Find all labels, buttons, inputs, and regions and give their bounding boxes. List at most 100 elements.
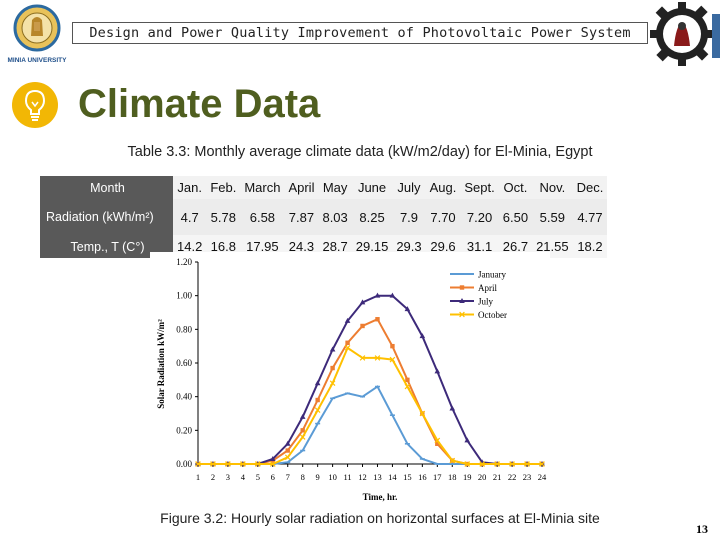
data-point (374, 355, 381, 361)
data-point (360, 323, 365, 329)
data-point (284, 454, 291, 461)
series-line (198, 385, 542, 465)
data-point (405, 377, 410, 383)
data-point (459, 311, 465, 318)
x-tick-label: 19 (463, 472, 472, 482)
data-point (459, 298, 465, 303)
radiation-value-cell: 7.20 (460, 199, 499, 235)
data-point (389, 356, 396, 363)
radiation-value-cell: 5.78 (206, 199, 241, 235)
x-tick-label: 23 (523, 472, 532, 482)
legend-label: April (478, 283, 497, 293)
radiation-value-cell: 4.7 (173, 199, 207, 235)
slide-title-text: Climate Data (78, 82, 321, 126)
legend-label: October (478, 310, 507, 320)
x-tick-label: 11 (343, 472, 351, 482)
data-point (464, 437, 471, 443)
series-january (195, 385, 545, 465)
banner-text: Design and Power Quality Improvement of … (89, 25, 631, 41)
data-point (195, 461, 201, 467)
data-point (330, 365, 335, 371)
x-tick-label: 21 (493, 472, 502, 482)
data-point (359, 355, 366, 361)
x-tick-label: 18 (448, 472, 457, 482)
data-point (314, 407, 321, 413)
radiation-value-cell: 7.70 (425, 199, 461, 235)
data-point (434, 437, 441, 444)
data-point (434, 368, 441, 374)
month-header-cell: Oct. (498, 176, 533, 199)
temperature-value-cell: 18.2 (572, 235, 608, 258)
data-point (509, 461, 515, 467)
data-point (464, 461, 471, 467)
x-tick-label: 15 (403, 472, 412, 482)
data-point (419, 410, 426, 417)
climate-data-table: Month Jan. Feb. March April May June July Aug. S… (40, 176, 608, 258)
data-point (300, 428, 305, 433)
radiation-value-cell: 6.58 (240, 199, 285, 235)
chart-legend: January April July October (450, 270, 507, 320)
series-october (195, 345, 545, 467)
legend-label: July (478, 297, 494, 307)
radiation-value-cell: 7.87 (284, 199, 319, 235)
radiation-value-cell: 8.03 (318, 199, 352, 235)
data-point (419, 333, 426, 339)
light-bulb-icon (12, 82, 58, 128)
data-point (299, 413, 306, 419)
x-tick-label: 13 (373, 472, 382, 482)
y-tick-label: 1.00 (176, 291, 192, 301)
series-line (198, 346, 542, 465)
x-tick-label: 1 (196, 472, 200, 482)
data-point (329, 380, 336, 387)
month-header-cell: Sept. (460, 176, 499, 199)
month-header-cell: June (351, 176, 393, 199)
y-tick-label: 0.60 (176, 358, 192, 368)
x-tick-label: 24 (538, 472, 547, 482)
month-header-cell: July (392, 176, 426, 199)
data-point (210, 461, 216, 467)
radiation-row: Radiation (kWh/m²) 4.7 5.78 6.58 7.87 8.03 8.… (40, 199, 608, 235)
x-tick-label: 9 (316, 472, 320, 482)
data-point (375, 317, 380, 322)
table-header-row: Month Jan. Feb. March April May June July Aug. S… (40, 176, 608, 199)
data-point (539, 461, 545, 467)
y-tick-label: 0.20 (176, 425, 192, 435)
y-tick-label: 0.00 (176, 459, 192, 469)
x-tick-label: 7 (286, 472, 290, 482)
chart-series (195, 292, 545, 467)
data-point (225, 461, 231, 467)
radiation-value-cell: 4.77 (572, 199, 608, 235)
radiation-label-cell: Radiation (kWh/m²) (40, 199, 173, 235)
hourly-solar-radiation-chart: 0.000.200.400.600.801.001.201 2 3 4 5 6 7 8 9 10 1… (150, 252, 550, 506)
slide-title: Climate Data (78, 76, 320, 136)
x-tick-label: 14 (388, 472, 397, 482)
x-tick-label: 20 (478, 472, 487, 482)
month-header-cell: Feb. (206, 176, 241, 199)
data-point (284, 440, 291, 446)
x-tick-label: 12 (358, 472, 367, 482)
data-point (240, 461, 246, 467)
data-point (315, 397, 320, 403)
y-tick-label: 1.20 (176, 257, 192, 267)
data-point (435, 441, 440, 446)
month-header-cell: April (284, 176, 319, 199)
month-header-cell: Dec. (572, 176, 608, 199)
data-point (389, 292, 396, 298)
data-point (359, 299, 366, 305)
x-tick-label: 2 (211, 472, 215, 482)
data-point (299, 434, 306, 440)
month-header-cell: Month (40, 176, 173, 199)
y-tick-label: 0.40 (176, 392, 192, 402)
radiation-value-cell: 7.9 (392, 199, 426, 235)
data-point (459, 285, 465, 290)
x-tick-label: 6 (271, 472, 275, 482)
faculty-gear-logo (650, 2, 720, 66)
month-header-cell: Aug. (425, 176, 461, 199)
x-tick-label: 5 (256, 472, 260, 482)
x-tick-label: 10 (328, 472, 337, 482)
data-point (449, 405, 456, 411)
data-point (329, 346, 336, 352)
data-point (344, 317, 351, 323)
chart-axes: 0.000.200.400.600.801.001.201 2 3 4 5 6 7 8 9 10 1… (176, 257, 547, 482)
x-tick-label: 4 (241, 472, 246, 482)
